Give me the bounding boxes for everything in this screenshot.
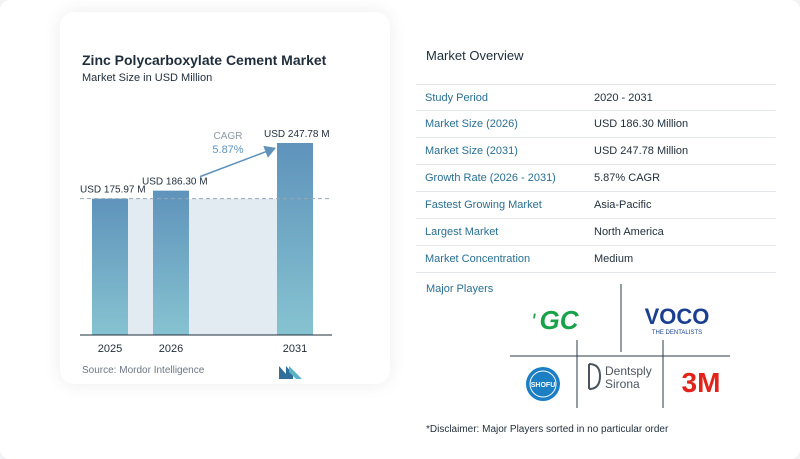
shaded-region bbox=[128, 198, 277, 335]
source-note: Source: Mordor Intelligence bbox=[82, 365, 205, 376]
overview-row-label: Market Size (2026) bbox=[425, 118, 518, 130]
data-label-2026: USD 186.30 M bbox=[142, 177, 208, 188]
overview-row: Study Period 2020 - 2031 bbox=[416, 84, 776, 111]
cagr-value: 5.87% bbox=[212, 144, 243, 156]
svg-text:VOCO: VOCO bbox=[645, 304, 710, 329]
3m-logo: 3M bbox=[682, 367, 721, 398]
bar-2025 bbox=[92, 198, 128, 335]
overview-row-label: Fastest Growing Market bbox=[425, 199, 542, 211]
overview-row-value: USD 247.78 Million bbox=[594, 145, 689, 157]
overview-row-label: Market Size (2031) bbox=[425, 145, 518, 157]
overview-row-label: Study Period bbox=[425, 91, 488, 104]
overview-row-label: Largest Market bbox=[425, 226, 499, 238]
data-label-2031: USD 247.78 M bbox=[264, 129, 330, 140]
mordor-logo-icon bbox=[279, 366, 302, 379]
data-label-2025: USD 175.97 M bbox=[80, 185, 146, 196]
overview-row: Market Size (2026) USD 186.30 Million bbox=[416, 111, 776, 138]
overview-row-value: USD 186.30 Million bbox=[594, 118, 689, 130]
svg-text:Dentsply: Dentsply bbox=[605, 364, 652, 378]
overview-row-value: 5.87% CAGR bbox=[594, 172, 661, 184]
players-logo-grid: GC ʹ VOCO THE DENTALISTS SHOFU Dentsply … bbox=[510, 284, 730, 408]
bar-2026 bbox=[153, 190, 189, 335]
svg-text:Sirona: Sirona bbox=[605, 377, 640, 391]
overview-row-label: Growth Rate (2026 - 2031) bbox=[425, 172, 556, 184]
svg-text:GC: GC bbox=[540, 305, 580, 335]
svg-text:ʹ: ʹ bbox=[531, 309, 536, 334]
gc-logo: GC ʹ bbox=[531, 305, 580, 335]
cagr-arrow bbox=[199, 145, 276, 178]
bar-chart: USD 175.97 M 2025 USD 186.30 M 2026 USD 247.… bbox=[80, 129, 332, 355]
chart-title: Zinc Polycarboxylate Cement Market bbox=[82, 52, 327, 68]
overview-row-label: Market Concentration bbox=[425, 253, 531, 265]
overview-table: Study Period 2020 - 2031 Market Size (2026… bbox=[416, 84, 776, 273]
overview-row: Fastest Growing Market Asia-Pacific bbox=[416, 192, 776, 219]
dentsply-sirona-logo: Dentsply Sirona bbox=[588, 363, 652, 391]
overview-row-value: 2020 - 2031 bbox=[594, 91, 653, 104]
overview-row-value: North America bbox=[594, 226, 664, 238]
chart-card: Zinc Polycarboxylate Cement Market Marke… bbox=[60, 12, 390, 384]
shofu-logo: SHOFU bbox=[526, 367, 560, 401]
overview-row: Growth Rate (2026 - 2031) 5.87% CAGR bbox=[416, 165, 776, 192]
x-tick-label-2031: 2031 bbox=[283, 343, 307, 355]
x-tick-label-2026: 2026 bbox=[159, 343, 183, 355]
x-tick-label-2025: 2025 bbox=[98, 343, 122, 355]
overview-title: Market Overview bbox=[426, 48, 524, 63]
overview-row: Market Size (2031) USD 247.78 Million bbox=[416, 138, 776, 165]
cagr-label: CAGR bbox=[214, 131, 243, 142]
overview-row: Largest Market North America bbox=[416, 219, 776, 246]
svg-text:THE DENTALISTS: THE DENTALISTS bbox=[652, 330, 702, 336]
chart-subtitle: Market Size in USD Million bbox=[82, 72, 213, 84]
overview-row-value: Asia-Pacific bbox=[594, 199, 652, 211]
players-title: Major Players bbox=[426, 283, 494, 295]
overview-row-value: Medium bbox=[594, 253, 634, 265]
overview-row: Market Concentration Medium bbox=[416, 246, 776, 273]
svg-text:3M: 3M bbox=[682, 367, 721, 398]
voco-logo: VOCO THE DENTALISTS bbox=[645, 304, 710, 336]
disclaimer: *Disclaimer: Major Players sorted in no … bbox=[426, 424, 669, 435]
bar-2031 bbox=[277, 143, 313, 335]
svg-text:SHOFU: SHOFU bbox=[531, 382, 556, 389]
